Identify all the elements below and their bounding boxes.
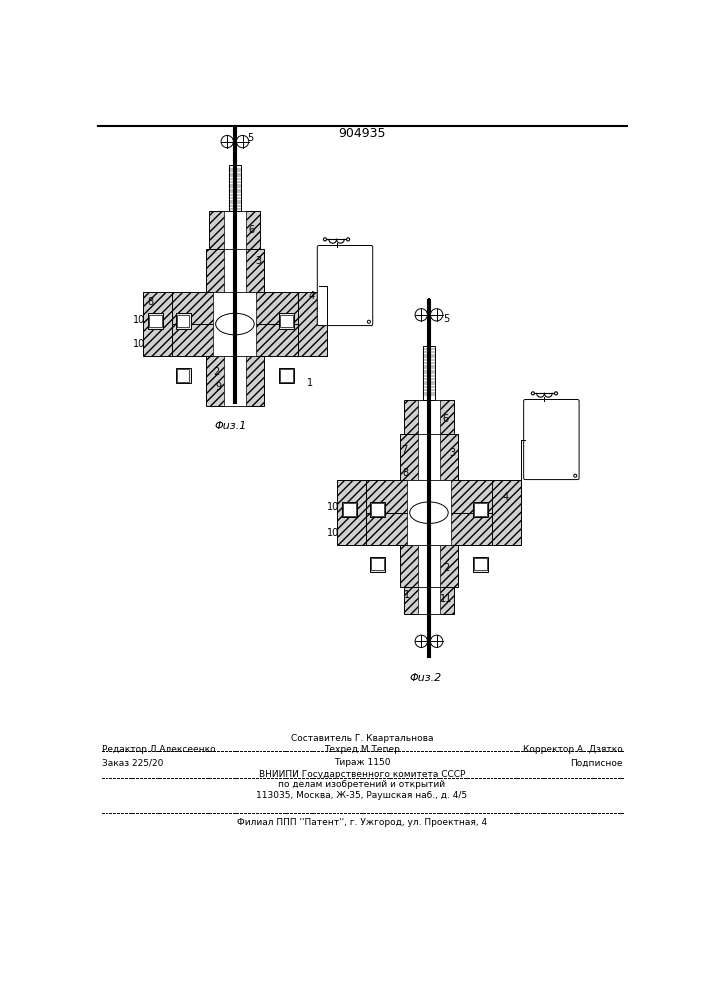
Circle shape	[324, 238, 327, 241]
Bar	[149, 315, 162, 327]
Text: 7: 7	[401, 445, 407, 455]
Text: Тираж 1150: Тираж 1150	[334, 758, 390, 767]
Bar	[279, 313, 294, 329]
Text: 1: 1	[404, 590, 411, 600]
Text: 5: 5	[443, 314, 449, 324]
Bar	[143, 292, 172, 356]
Bar	[404, 587, 455, 614]
Bar	[206, 356, 264, 406]
Text: 1: 1	[307, 378, 312, 388]
Bar	[366, 480, 492, 513]
Circle shape	[368, 320, 370, 323]
Bar	[342, 502, 357, 517]
Circle shape	[415, 635, 428, 647]
Text: 11: 11	[440, 594, 452, 604]
Text: 8: 8	[403, 468, 409, 478]
Text: 2: 2	[214, 367, 220, 377]
Text: 9: 9	[215, 382, 221, 392]
Bar	[473, 502, 489, 517]
Bar	[337, 480, 366, 545]
Text: ВНИИПИ Государственного комитета СССР: ВНИИПИ Государственного комитета СССР	[259, 770, 465, 779]
Bar	[177, 369, 189, 382]
Ellipse shape	[409, 502, 448, 523]
Circle shape	[431, 309, 443, 321]
Text: 113035, Москва, Ж-35, Раушская наб., д. 4/5: 113035, Москва, Ж-35, Раушская наб., д. …	[257, 791, 467, 800]
Text: 2: 2	[443, 563, 449, 573]
Bar	[418, 400, 440, 434]
Text: Φuз.1: Φuз.1	[215, 421, 247, 431]
Bar	[214, 292, 257, 356]
Bar	[177, 315, 189, 327]
Circle shape	[573, 474, 577, 477]
Bar	[474, 503, 486, 516]
Text: 10: 10	[327, 502, 339, 512]
Bar	[370, 557, 385, 572]
Bar	[474, 558, 486, 570]
Bar	[172, 324, 298, 356]
Circle shape	[431, 635, 443, 647]
Bar	[418, 434, 440, 480]
Text: 4: 4	[309, 291, 315, 301]
Bar	[172, 292, 298, 324]
Circle shape	[554, 392, 558, 395]
Text: 8: 8	[147, 297, 153, 307]
Text: Филиал ППП ''Патент'', г. Ужгород, ул. Проектная, 4: Филиал ППП ''Патент'', г. Ужгород, ул. П…	[237, 818, 487, 827]
Circle shape	[532, 392, 534, 395]
Bar	[399, 434, 458, 480]
Bar	[279, 368, 294, 383]
Text: Заказ 225/20: Заказ 225/20	[102, 758, 163, 767]
Bar	[418, 587, 440, 614]
Text: 10: 10	[134, 315, 146, 325]
Text: 904935: 904935	[338, 127, 386, 140]
Bar	[473, 557, 489, 572]
Bar	[366, 513, 492, 545]
Bar	[281, 369, 293, 382]
Bar	[492, 480, 521, 545]
Bar	[148, 313, 163, 329]
Bar	[371, 558, 383, 570]
Ellipse shape	[216, 313, 254, 335]
Bar	[209, 211, 260, 249]
FancyBboxPatch shape	[317, 246, 373, 326]
Bar	[224, 211, 246, 249]
Text: 10: 10	[327, 528, 339, 538]
Bar	[407, 480, 450, 545]
Text: 5: 5	[247, 133, 253, 143]
Text: 4: 4	[503, 492, 509, 502]
Bar	[175, 368, 191, 383]
Text: Подписное: Подписное	[571, 758, 623, 767]
Bar	[418, 545, 440, 587]
Bar	[298, 292, 327, 356]
Text: 3: 3	[255, 256, 261, 266]
Circle shape	[346, 238, 350, 241]
Bar	[281, 315, 293, 327]
Bar	[423, 346, 435, 400]
Bar	[206, 249, 264, 292]
Text: по делам изобретений и открытий: по делам изобретений и открытий	[279, 780, 445, 789]
Bar	[224, 356, 246, 406]
Bar	[399, 545, 458, 587]
Text: 3: 3	[449, 448, 455, 458]
Circle shape	[221, 135, 233, 148]
Text: Составитель Г. Квартальнова: Составитель Г. Квартальнова	[291, 734, 433, 743]
Bar	[344, 503, 356, 516]
Text: Корректор А. Дзятко: Корректор А. Дзятко	[523, 745, 623, 754]
Bar	[371, 503, 383, 516]
Text: 6: 6	[443, 414, 449, 424]
Text: Φuз.2: Φuз.2	[409, 673, 441, 683]
Circle shape	[415, 309, 428, 321]
Bar	[224, 249, 246, 292]
Text: Техред М.Тепер: Техред М.Тепер	[324, 745, 400, 754]
Text: 6: 6	[249, 225, 255, 235]
Bar	[229, 165, 241, 211]
Bar	[404, 400, 455, 434]
Bar	[370, 502, 385, 517]
Bar	[175, 313, 191, 329]
Circle shape	[236, 135, 249, 148]
FancyBboxPatch shape	[524, 400, 579, 480]
Text: Редактор Л.Алексеенко: Редактор Л.Алексеенко	[102, 745, 216, 754]
Text: 10: 10	[134, 339, 146, 349]
